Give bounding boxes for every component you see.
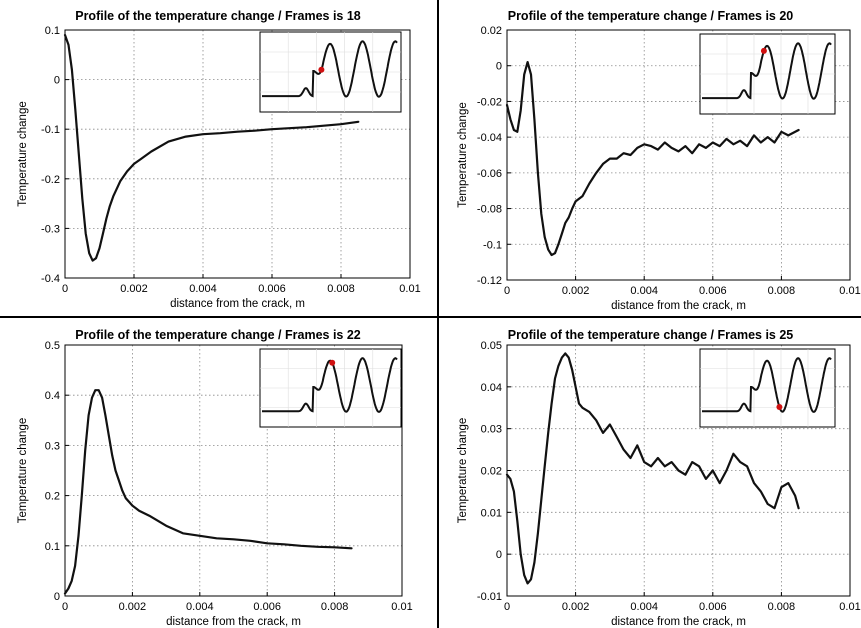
y-tick-label: 0.5 <box>45 340 60 352</box>
x-tick-label: 0.002 <box>119 601 147 613</box>
chart-panel-frame-25: Profile of the temperature change / Fram… <box>440 319 861 628</box>
x-tick-label: 0.01 <box>391 601 412 613</box>
y-tick-label: 0.01 <box>481 507 502 519</box>
x-axis-label: distance from the crack, m <box>611 616 746 628</box>
x-tick-label: 0.008 <box>327 283 355 295</box>
series-line <box>63 33 360 262</box>
inset-plot <box>699 348 836 428</box>
y-tick-label: 0.2 <box>45 491 60 503</box>
inset-plot <box>259 348 402 428</box>
inset-marker-dot <box>329 359 336 366</box>
x-tick-label: 0 <box>504 285 510 297</box>
x-tick-label: 0.01 <box>839 601 860 613</box>
y-tick-label: -0.06 <box>477 168 502 180</box>
y-tick-label: -0.04 <box>477 132 502 144</box>
x-tick-label: 0 <box>504 601 510 613</box>
y-tick-label: -0.12 <box>477 275 502 287</box>
y-tick-label: -0.08 <box>477 204 502 216</box>
x-tick-label: 0.008 <box>768 285 796 297</box>
y-axis-label: Temperature change <box>457 418 469 523</box>
inset-marker-dot <box>760 47 767 54</box>
x-tick-label: 0.004 <box>189 283 217 295</box>
y-tick-label: -0.02 <box>477 96 502 108</box>
y-tick-label: -0.1 <box>41 124 60 136</box>
chart-frame-22: Profile of the temperature change / Fram… <box>17 328 413 628</box>
vertical-separator <box>437 0 439 628</box>
y-tick-label: -0.01 <box>477 591 502 603</box>
y-tick-label: 0.04 <box>481 382 502 394</box>
x-tick-label: 0.006 <box>258 283 286 295</box>
chart-frame-18: Profile of the temperature change / Fram… <box>17 9 421 310</box>
inset-waveform <box>262 40 398 98</box>
x-tick-label: 0 <box>62 283 68 295</box>
y-tick-label: 0.02 <box>481 466 502 478</box>
x-tick-label: 0 <box>62 601 68 613</box>
y-tick-label: 0.1 <box>45 541 60 553</box>
y-tick-label: 0.4 <box>45 390 60 402</box>
y-tick-label: -0.2 <box>41 174 60 186</box>
x-axis-label: distance from the crack, m <box>170 298 305 310</box>
chart-title: Profile of the temperature change / Fram… <box>75 328 361 342</box>
chart-frame-25: Profile of the temperature change / Fram… <box>457 328 861 628</box>
y-tick-label: 0.1 <box>45 25 60 37</box>
y-tick-label: -0.4 <box>41 273 60 285</box>
chart-frame-20: Profile of the temperature change / Fram… <box>457 9 861 312</box>
x-tick-label: 0.004 <box>186 601 214 613</box>
series-line <box>505 352 800 585</box>
y-tick-label: 0.02 <box>481 25 502 37</box>
x-tick-label: 0.006 <box>253 601 281 613</box>
x-tick-label: 0.002 <box>562 285 590 297</box>
x-tick-label: 0.006 <box>699 601 727 613</box>
axes-box <box>506 29 851 281</box>
x-tick-label: 0.01 <box>399 283 420 295</box>
chart-title: Profile of the temperature change / Fram… <box>75 9 361 23</box>
y-axis-label: Temperature change <box>17 418 29 523</box>
x-tick-label: 0.004 <box>630 601 658 613</box>
x-tick-label: 0.006 <box>699 285 727 297</box>
x-tick-label: 0.004 <box>630 285 658 297</box>
y-tick-label: 0 <box>54 75 60 87</box>
inset-plot <box>259 31 402 113</box>
chart-panel-frame-20: Profile of the temperature change / Fram… <box>440 0 861 315</box>
x-tick-label: 0.008 <box>321 601 349 613</box>
x-tick-label: 0.008 <box>768 601 796 613</box>
y-tick-label: 0 <box>496 61 502 73</box>
x-tick-label: 0.01 <box>839 285 860 297</box>
y-axis-label: Temperature change <box>17 101 29 206</box>
x-axis-label: distance from the crack, m <box>166 616 301 628</box>
y-axis-label: Temperature change <box>457 102 469 207</box>
inset-waveform <box>702 357 832 413</box>
horizontal-separator <box>0 316 861 318</box>
y-tick-label: 0 <box>54 591 60 603</box>
y-tick-label: 0 <box>496 549 502 561</box>
y-tick-label: 0.3 <box>45 440 60 452</box>
inset-marker-dot <box>318 66 325 73</box>
y-tick-label: 0.03 <box>481 424 502 436</box>
inset-marker-dot <box>776 403 783 410</box>
axes-box <box>64 344 403 597</box>
y-tick-label: -0.1 <box>483 239 502 251</box>
y-tick-label: 0.05 <box>481 340 502 352</box>
chart-panel-frame-18: Profile of the temperature change / Fram… <box>0 0 436 315</box>
x-tick-label: 0.002 <box>120 283 148 295</box>
x-axis-label: distance from the crack, m <box>611 300 746 312</box>
series-line <box>63 389 353 595</box>
x-tick-label: 0.002 <box>562 601 590 613</box>
y-tick-label: -0.3 <box>41 223 60 235</box>
inset-waveform <box>702 42 832 100</box>
chart-panel-frame-22: Profile of the temperature change / Fram… <box>0 319 436 628</box>
series-line <box>505 60 800 257</box>
inset-plot <box>699 33 836 115</box>
axes-box <box>64 29 411 279</box>
chart-title: Profile of the temperature change / Fram… <box>508 328 794 342</box>
chart-title: Profile of the temperature change / Fram… <box>508 9 794 23</box>
inset-waveform <box>262 357 398 413</box>
